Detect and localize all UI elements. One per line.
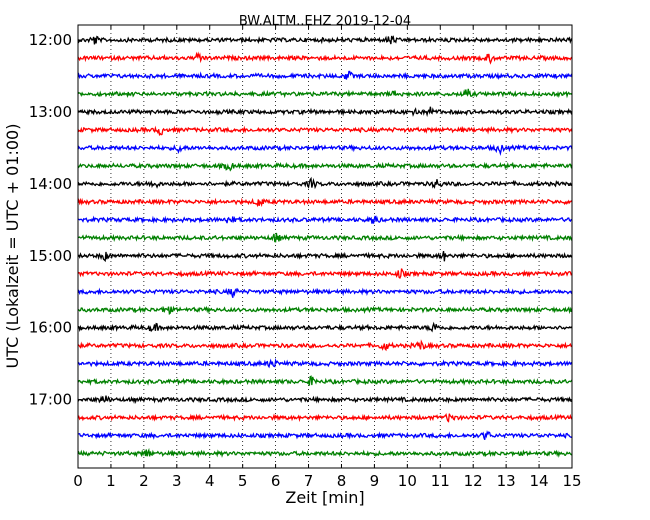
trace-1445 xyxy=(77,232,573,243)
trace-1715 xyxy=(77,413,573,423)
x-tick-label: 11 xyxy=(431,472,450,490)
x-tick-label: 5 xyxy=(238,472,248,490)
trace-1745 xyxy=(77,447,573,459)
x-tick-label: 6 xyxy=(271,472,281,490)
trace-1545 xyxy=(77,305,573,316)
y-tick-label: 15:00 xyxy=(29,247,72,265)
x-tick-label: 10 xyxy=(398,472,417,490)
y-tick-label: 17:00 xyxy=(29,391,72,409)
plot-frame xyxy=(77,24,573,469)
trace-1600 xyxy=(77,321,573,333)
trace-1330 xyxy=(77,143,573,156)
y-tick-label: 12:00 xyxy=(29,31,72,49)
x-tick-label: 8 xyxy=(337,472,347,490)
x-tick-label: 2 xyxy=(139,472,149,490)
trace-1400 xyxy=(77,176,573,190)
x-tick-label: 9 xyxy=(370,472,380,490)
x-tick-label: 4 xyxy=(205,472,215,490)
trace-1645 xyxy=(77,375,573,387)
x-axis-ticks: 0 1 2 3 4 5 6 7 8 9 10 11 12 13 14 15 xyxy=(73,25,582,490)
y-tick-label: 16:00 xyxy=(29,319,72,337)
x-tick-label: 1 xyxy=(106,472,116,490)
x-tick-label: 12 xyxy=(464,472,483,490)
chart-title: BW.ALTM..EHZ 2019-12-04 xyxy=(239,14,411,29)
traces xyxy=(77,35,573,459)
y-axis-ticks: 12:00 13:00 14:00 15:00 16:00 17:00 xyxy=(29,31,572,409)
trace-1315 xyxy=(77,125,573,137)
trace-1415 xyxy=(77,197,573,208)
trace-1430 xyxy=(77,215,573,224)
trace-1215 xyxy=(77,51,573,65)
trace-1300 xyxy=(77,106,573,118)
x-tick-label: 13 xyxy=(497,472,516,490)
trace-1500 xyxy=(77,250,573,263)
trace-1615 xyxy=(77,339,573,352)
x-tick-label: 14 xyxy=(530,472,549,490)
x-tick-label: 0 xyxy=(73,472,83,490)
trace-1230 xyxy=(77,70,573,81)
trace-1700 xyxy=(77,395,573,405)
y-tick-label: 14:00 xyxy=(29,175,72,193)
trace-1345 xyxy=(77,161,573,172)
x-axis-label: Zeit [min] xyxy=(285,488,364,507)
trace-1200 xyxy=(77,35,573,45)
y-axis-label: UTC (Lokalzeit = UTC + 01:00) xyxy=(3,124,22,369)
y-tick-label: 13:00 xyxy=(29,103,72,121)
x-tick-label: 15 xyxy=(562,472,581,490)
x-tick-label: 3 xyxy=(172,472,182,490)
trace-1245 xyxy=(77,88,573,99)
x-tick-label: 7 xyxy=(304,472,314,490)
trace-1515 xyxy=(77,268,573,280)
trace-1730 xyxy=(77,430,573,440)
trace-1630 xyxy=(77,357,573,369)
trace-1530 xyxy=(77,287,573,298)
